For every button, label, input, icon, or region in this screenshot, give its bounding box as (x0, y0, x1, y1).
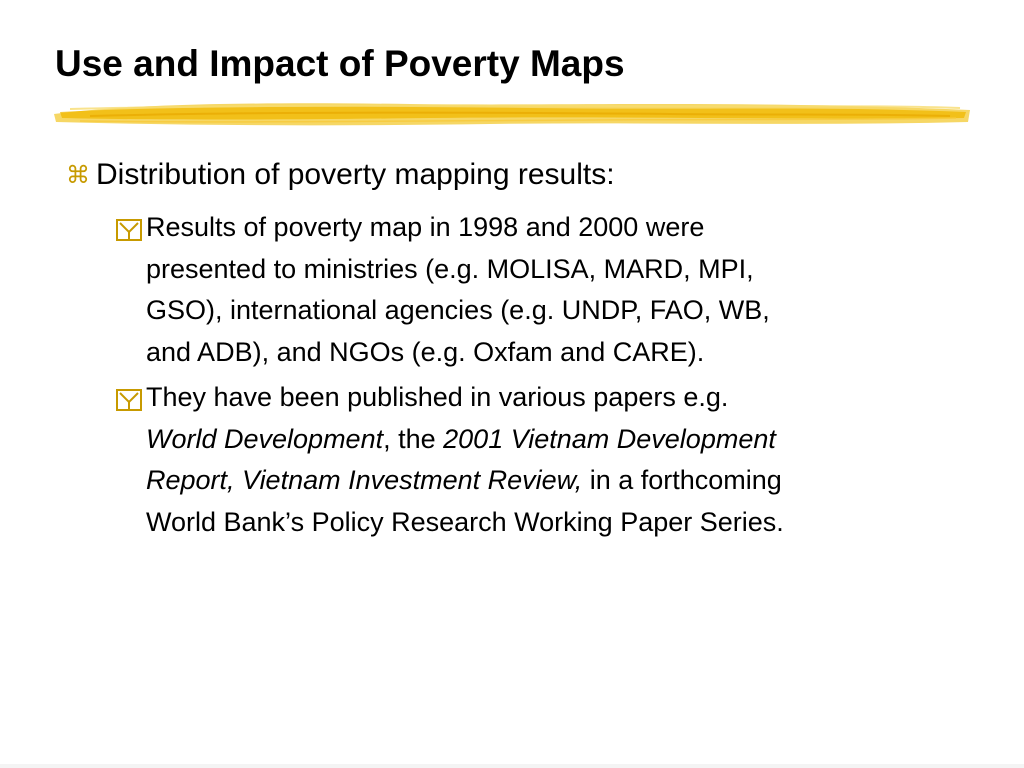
separator-text: , the (383, 423, 444, 454)
text-line: Report, Vietnam Investment Review, in a … (146, 460, 966, 502)
text-line: presented to ministries (e.g. MOLISA, MA… (146, 253, 754, 284)
publication-title: World Development (146, 423, 384, 454)
bullet-level2-item: They have been published in various pape… (116, 377, 976, 543)
text-line: and ADB), and NGOs (e.g. Oxfam and CARE)… (146, 336, 705, 367)
bullet-level1: ⌘ Distribution of poverty mapping result… (66, 155, 615, 195)
text-line: GSO), international agencies (e.g. UNDP,… (146, 295, 770, 325)
bullet-level1-text: Distribution of poverty mapping results: (96, 158, 615, 191)
publication-title: 2001 Vietnam Development (443, 423, 776, 454)
title-underline-brush-stroke (54, 103, 970, 126)
text-fragment: in a forthcoming (582, 465, 782, 495)
bullet-level2-text: They have been published in various pape… (146, 377, 966, 543)
text-line: Results of poverty map in 1998 and 2000 … (146, 212, 705, 242)
command-icon: ⌘ (66, 161, 90, 189)
bottom-divider (0, 764, 1024, 768)
slide-title: Use and Impact of Poverty Maps (55, 43, 625, 84)
text-line: World Development, the 2001 Vietnam Deve… (146, 419, 966, 461)
bullet-level2-item: Results of poverty map in 1998 and 2000 … (116, 207, 976, 373)
bullet-level2-text: Results of poverty map in 1998 and 2000 … (146, 207, 966, 373)
checkbox-y-icon (116, 377, 146, 417)
text-line: World Bank’s Policy Research Working Pap… (146, 506, 784, 537)
publication-title: Report, Vietnam Investment Review, (146, 465, 583, 495)
checkbox-y-icon (116, 207, 146, 247)
text-line: They have been published in various pape… (146, 382, 729, 412)
